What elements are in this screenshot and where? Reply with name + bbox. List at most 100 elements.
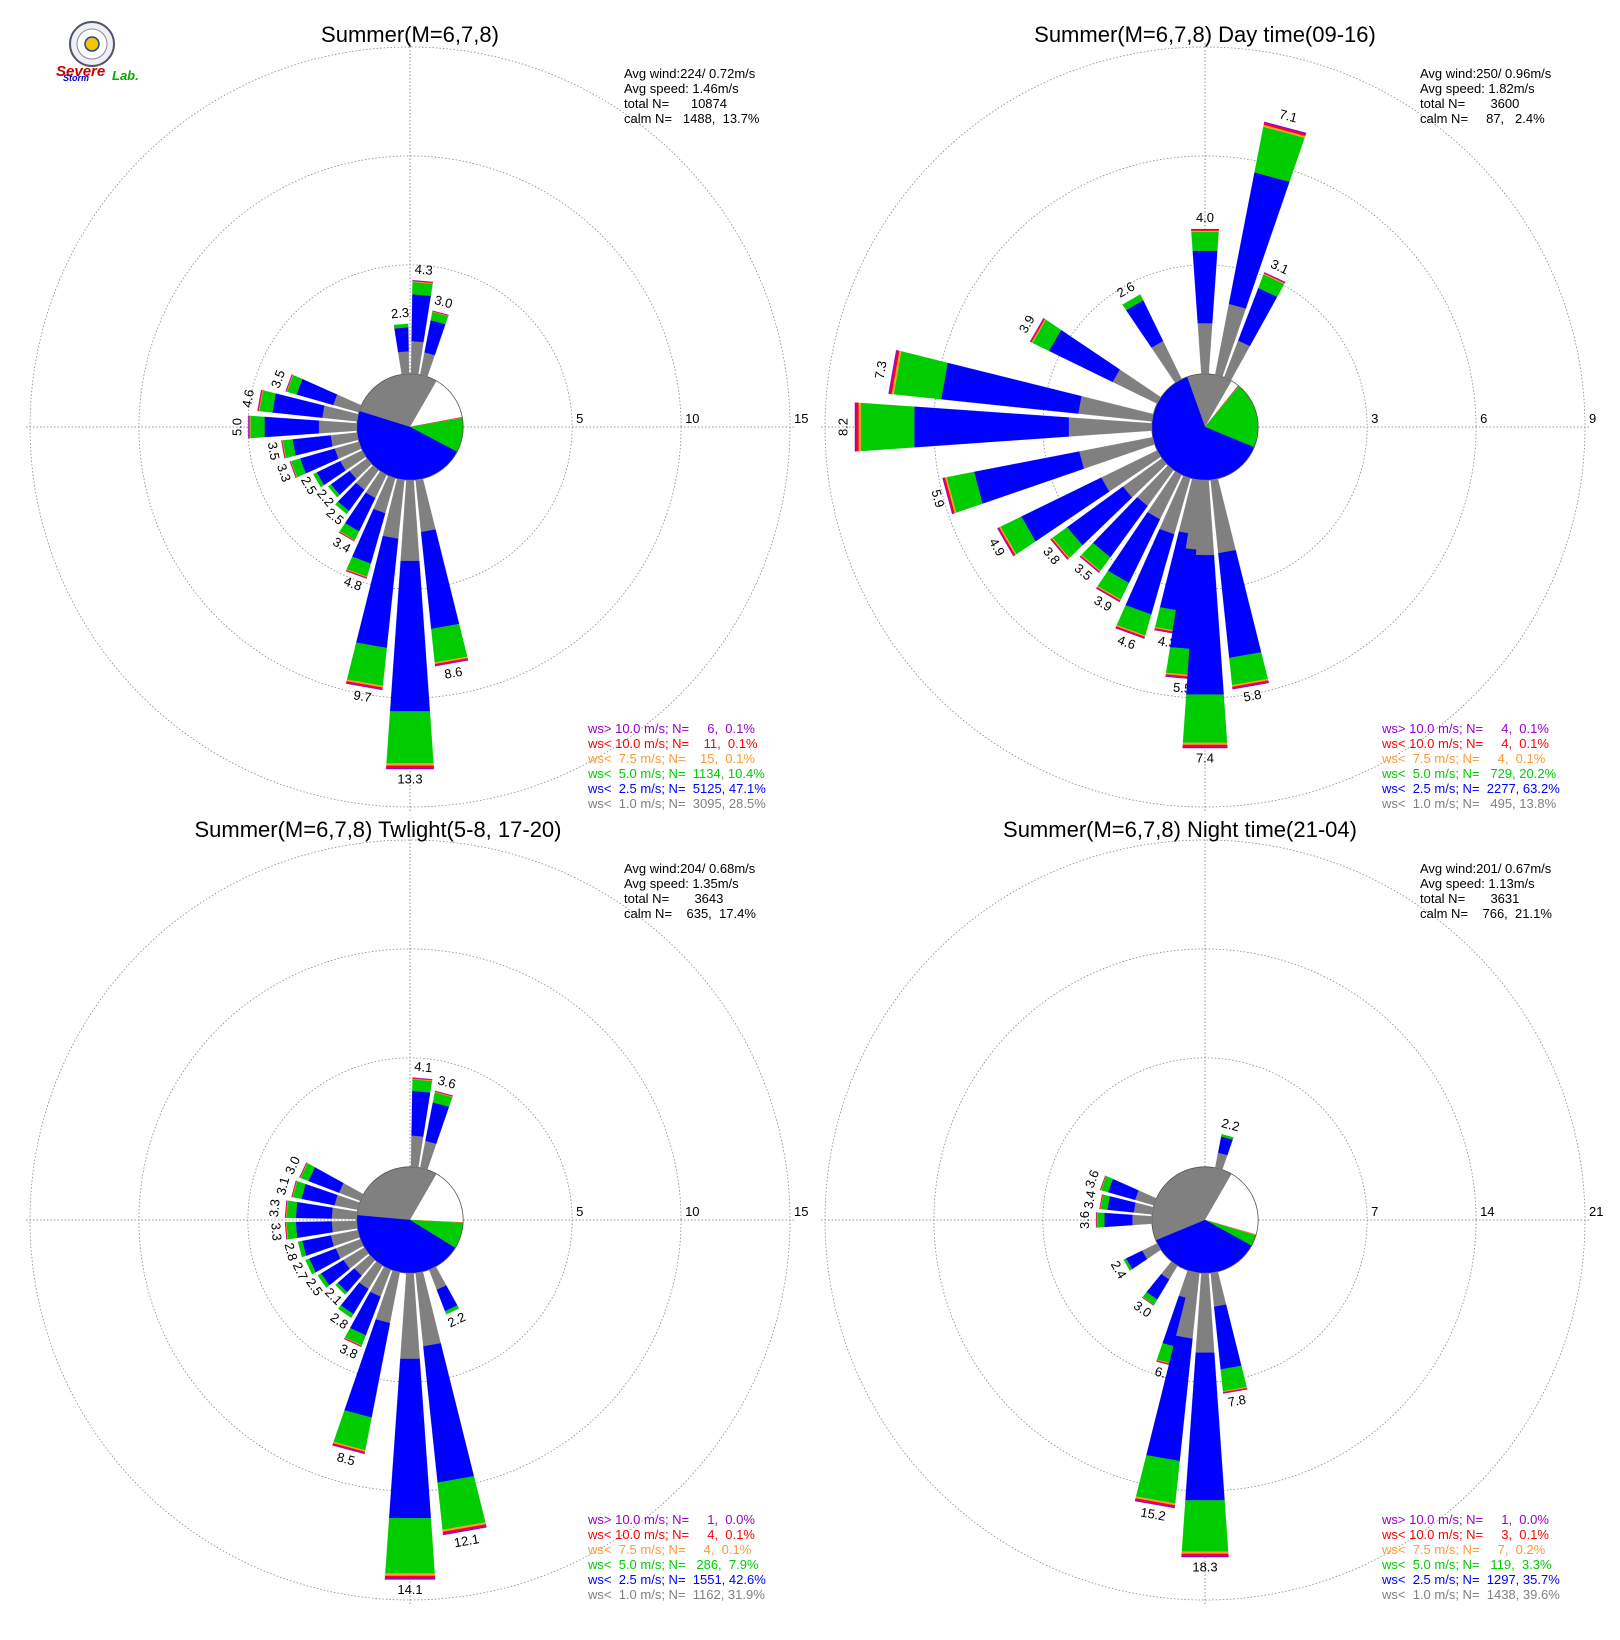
bar-seg-lt1 [1112, 369, 1162, 404]
bar-label: 2.6 [1114, 279, 1137, 301]
bar-seg-gt10 [854, 402, 857, 452]
bar-label: 3.4 [1081, 1189, 1099, 1209]
bar-seg-lt25 [1107, 1178, 1139, 1201]
bar-label: 12.1 [453, 1531, 481, 1550]
logo-text-line2: Storm [63, 73, 89, 83]
bar-seg-lt1 [331, 1220, 358, 1233]
bar-seg-lt10 [1182, 744, 1228, 747]
bar-seg-lt5 [286, 1221, 298, 1240]
bar-seg-lt75 [385, 1573, 435, 1576]
bar-seg-lt5 [412, 281, 433, 296]
bar-seg-gt10 [284, 1222, 287, 1240]
bar-180: 7.4 [1182, 479, 1228, 765]
ring-label: 21 [1589, 1204, 1603, 1219]
bar-label: 2.2 [445, 1309, 468, 1330]
bar-seg-lt5 [328, 484, 340, 498]
bar-seg-lt5 [335, 501, 350, 515]
bar-245: 2.7 [290, 1238, 364, 1282]
bar-label: 4.6 [1116, 632, 1138, 652]
bar-label: 4.3 [414, 261, 433, 278]
legend-entry: ws< 7.5 m/s; N= 15, 0.1% [587, 751, 755, 766]
bar-180: 14.1 [384, 1272, 436, 1597]
bar-seg-lt1 [420, 1140, 437, 1170]
bar-170: 7.8 [1210, 1271, 1248, 1410]
ring-label: 7 [1371, 1204, 1378, 1219]
bar-seg-lt10 [856, 402, 859, 452]
ring-2 [138, 948, 682, 1492]
bar-seg-lt25 [411, 1090, 431, 1137]
bar-seg-lt5 [1182, 694, 1228, 743]
bar-label: 3.0 [282, 1154, 303, 1177]
bar-215: 3.0 [1131, 1261, 1178, 1320]
legend-entry: ws< 7.5 m/s; N= 4, 0.1% [587, 1542, 752, 1557]
bar-label: 2.3 [390, 305, 409, 322]
bar-label: 9.7 [352, 687, 372, 705]
bar-label: 4.8 [342, 574, 364, 594]
bar-seg-lt5 [297, 1240, 307, 1258]
bar-205: 3.8 [337, 1266, 392, 1362]
legend-entry: ws< 10.0 m/s; N= 4, 0.1% [587, 1527, 755, 1542]
bar-seg-lt1 [400, 479, 420, 562]
bar-210: 3.9 [1092, 470, 1182, 614]
bar-seg-lt75 [249, 415, 251, 439]
bar-seg-gt10 [1099, 1194, 1103, 1210]
bar-seg-lt10 [384, 1575, 436, 1579]
logo-text-line3: Lab. [112, 68, 139, 83]
bar-170: 12.1 [415, 1271, 487, 1550]
bar-255: 5.9 [928, 437, 1155, 515]
bar-270: 8.2 [835, 402, 1153, 452]
bar-seg-gt10 [1181, 1555, 1229, 1558]
bar-seg-gt10 [257, 389, 262, 412]
bar-seg-gt10 [997, 527, 1015, 557]
ring-3 [29, 839, 791, 1601]
bar-label: 14.1 [397, 1582, 422, 1597]
legend-entry: ws> 10.0 m/s; N= 4, 0.1% [1381, 721, 1549, 736]
bar-seg-lt25 [1185, 1352, 1225, 1501]
chart-title: Summer(M=6,7,8) [321, 22, 499, 47]
legend-entry: ws< 2.5 m/s; N= 2277, 63.2% [1381, 781, 1560, 796]
bar-seg-lt75 [386, 763, 434, 766]
legend-entry: ws< 2.5 m/s; N= 5125, 47.1% [587, 781, 766, 796]
bar-seg-lt25 [424, 320, 446, 356]
windrose-panel-3: 5 10 154.13.63.03.13.33.32.82.72.52.12.83.… [26, 817, 808, 1604]
stat-line: calm N= 1488, 13.7% [624, 111, 760, 126]
bar-label: 3.6 [436, 1073, 457, 1092]
bar-265: 3.3 [268, 1220, 358, 1241]
bar-seg-gt10 [332, 1444, 365, 1455]
bar-180: 13.3 [385, 479, 435, 786]
bar-seg-gt10 [1029, 317, 1045, 343]
bar-280: 4.6 [239, 388, 359, 422]
bar-seg-lt5 [305, 1258, 316, 1275]
bar-seg-lt25 [420, 529, 460, 630]
stat-line: total N= 3600 [1420, 96, 1519, 111]
ring-label: 6 [1480, 411, 1487, 426]
bar-seg-lt1 [400, 1272, 420, 1359]
bar-seg-lt10 [1191, 229, 1219, 231]
bar-seg-lt1 [1132, 1214, 1153, 1226]
bar-label: 3.5 [265, 441, 283, 461]
bar-label: 18.3 [1192, 1559, 1217, 1574]
stat-line: calm N= 635, 17.4% [624, 906, 756, 921]
bar-seg-gt10 [1264, 272, 1286, 283]
legend-entry: ws< 1.0 m/s; N= 495, 13.8% [1381, 796, 1557, 811]
bar-seg-gt10 [1050, 538, 1069, 560]
bar-seg-gt10 [1134, 1499, 1175, 1509]
bar-seg-lt25 [1214, 1304, 1242, 1370]
bar-180: 18.3 [1181, 1272, 1229, 1574]
bar-25: 3.1 [1223, 256, 1291, 381]
legend-entry: ws< 10.0 m/s; N= 4, 0.1% [1381, 736, 1549, 751]
bar-label: 7.8 [1227, 1392, 1247, 1410]
chart-title: Summer(M=6,7,8) Night time(21-04) [1003, 817, 1357, 842]
bar-label: 7.1 [1278, 106, 1299, 125]
bar-seg-gt10 [1115, 627, 1145, 639]
pie-calm [410, 1173, 464, 1223]
bar-label: 7.3 [872, 360, 890, 380]
legend-entry: ws< 7.5 m/s; N= 4, 0.1% [1381, 751, 1546, 766]
bar-label: 8.5 [335, 1449, 356, 1468]
legend-entry: ws< 2.5 m/s; N= 1297, 35.7% [1381, 1572, 1560, 1587]
bar-170: 8.6 [415, 478, 469, 682]
logo-text-line1: Severe [56, 63, 105, 80]
bar-5: 4.1 [410, 1059, 433, 1168]
ring-label: 10 [685, 1204, 699, 1219]
